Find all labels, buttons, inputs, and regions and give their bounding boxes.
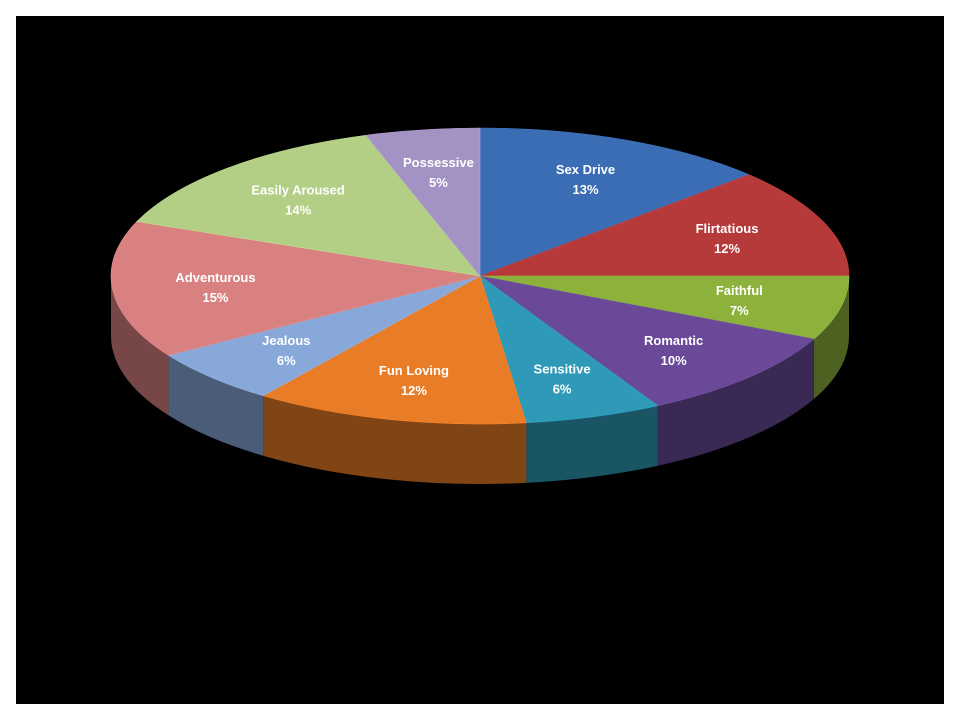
slice-label-possessive: Possessive 5% [403, 155, 474, 190]
pie-side-fun-loving [263, 395, 527, 484]
slice-label-romantic: Romantic 10% [644, 333, 703, 368]
pie-side-adventurous [110, 276, 169, 416]
pie-labels: Sex Drive 13% Flirtatious 12% Faithful 7% Roma… [175, 155, 762, 398]
pie-slice-faithful [479, 275, 850, 340]
pie-side-romantic [657, 339, 814, 466]
pie-sides [110, 276, 849, 484]
pie-slice-sensitive [479, 275, 659, 424]
slice-label-fun-loving: Fun Loving 12% [379, 363, 449, 398]
slice-label-sex-drive: Sex Drive 13% [556, 162, 615, 197]
slice-label-sensitive: Sensitive 6% [534, 361, 591, 396]
pie-slice-jealous [167, 275, 481, 397]
pie-slice-flirtatious [479, 174, 850, 277]
pie-slice-sex-drive [479, 127, 750, 277]
pie-tops [110, 127, 850, 425]
pie-slice-adventurous [110, 221, 481, 356]
pie-slice-possessive [365, 127, 481, 277]
slice-label-easily-aroused: Easily Aroused 14% [251, 182, 345, 217]
pie-side-faithful [813, 276, 849, 400]
pie-side-sensitive [526, 405, 658, 483]
pie-slice-fun-loving [262, 275, 527, 425]
slice-label-flirtatious: Flirtatious 12% [696, 221, 759, 256]
slice-label-faithful: Faithful 7% [716, 283, 763, 318]
pie-slice-romantic [479, 275, 815, 407]
pie-side-jealous [168, 355, 264, 456]
slice-label-jealous: Jealous 6% [262, 333, 310, 368]
slice-label-adventurous: Adventurous 15% [175, 270, 255, 305]
